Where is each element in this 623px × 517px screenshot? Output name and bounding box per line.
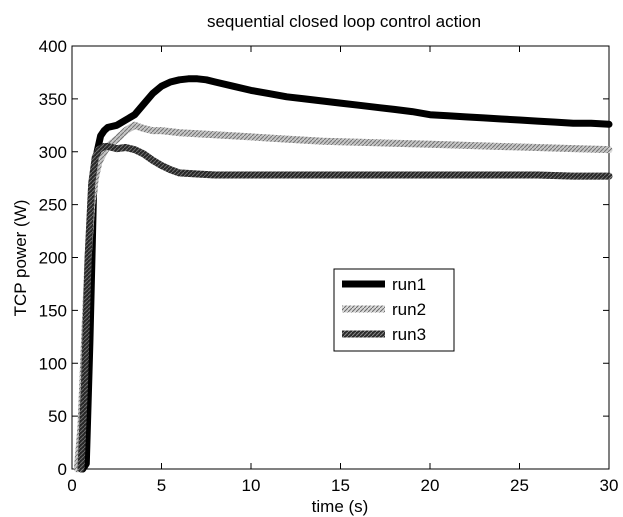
x-tick-label: 0: [67, 476, 76, 495]
x-tick-label: 10: [242, 476, 261, 495]
series-line-run3: [77, 143, 613, 473]
legend-label-run3: run3: [392, 325, 426, 344]
x-axis-title: time (s): [312, 497, 369, 516]
y-tick-label: 400: [39, 37, 67, 56]
legend-label-run2: run2: [392, 300, 426, 319]
y-tick-label: 150: [39, 301, 67, 320]
x-axis: 0 5 10 15 20 25 30: [67, 46, 618, 495]
y-tick-label: 100: [39, 354, 67, 373]
series-layer: [73, 75, 613, 473]
x-tick-label: 15: [331, 476, 350, 495]
chart-title: sequential closed loop control action: [207, 12, 481, 31]
y-tick-label: 350: [39, 90, 67, 109]
y-axis: 0 50 100 150 200 250 300 350 400: [39, 37, 609, 479]
y-tick-label: 200: [39, 249, 67, 268]
x-tick-label: 25: [510, 476, 529, 495]
plot-area-frame: [71, 45, 610, 470]
series-line-shade-run3: [77, 143, 609, 470]
y-tick-label: 0: [58, 460, 67, 479]
x-tick-label: 30: [600, 476, 619, 495]
legend: run1 run2 run3: [333, 268, 455, 352]
legend-label-run1: run1: [392, 275, 426, 294]
y-axis-title: TCP power (W): [11, 200, 30, 317]
series-line-run1: [79, 75, 613, 473]
x-tick-label: 20: [421, 476, 440, 495]
y-tick-label: 250: [39, 196, 67, 215]
y-tick-label: 50: [48, 407, 67, 426]
x-tick-label: 5: [157, 476, 166, 495]
y-tick-label: 300: [39, 143, 67, 162]
